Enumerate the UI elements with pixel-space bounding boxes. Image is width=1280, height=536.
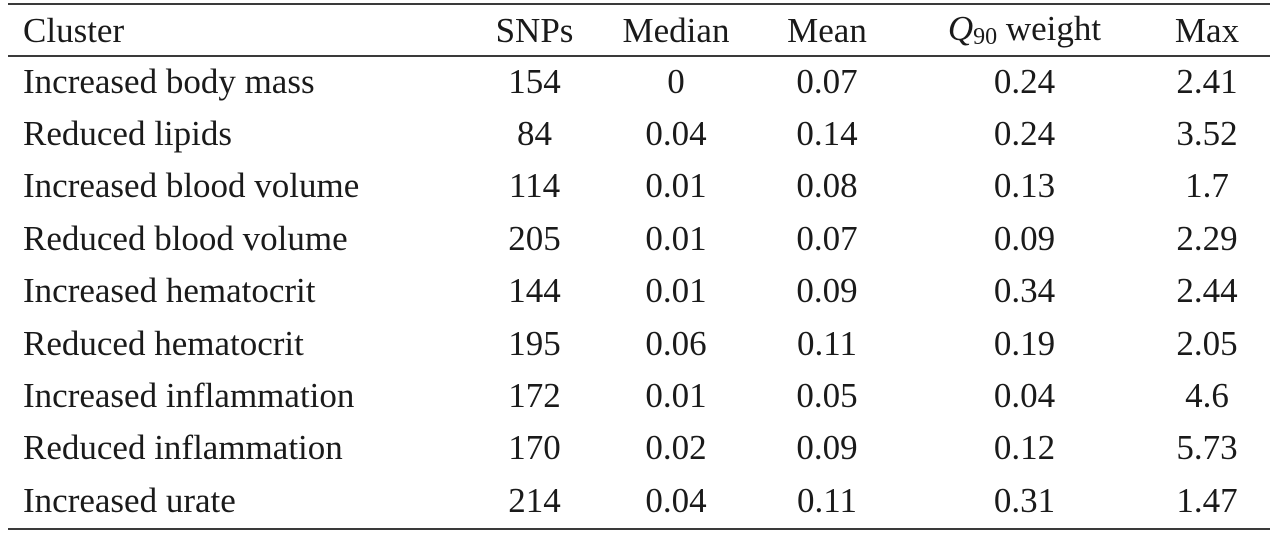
cluster-statistics-table: Cluster SNPs Median Mean Q90 weight Max … [8,5,1270,527]
table-row: Reduced hematocrit 195 0.06 0.11 0.19 2.05 [8,317,1270,369]
table-row: Increased urate 214 0.04 0.11 0.31 1.47 [8,474,1270,526]
cell-snps: 114 [508,166,561,206]
table-bottom-rule [8,528,1270,530]
cell-mean: 0.11 [797,480,857,520]
cell-median: 0.01 [645,166,707,206]
header-median: Median [622,10,730,50]
cell-median: 0 [667,61,685,101]
cell-q90-weight: 0.24 [993,114,1056,154]
header-row: Cluster SNPs Median Mean Q90 weight Max [8,5,1270,55]
cell-q90-weight: 0.04 [993,376,1056,416]
cell-snps: 195 [508,323,561,363]
cell-snps: 154 [508,61,561,101]
table-header-rule [8,55,1270,57]
cell-max: 1.7 [1185,166,1229,206]
cell-mean: 0.09 [796,271,858,311]
table-row: Increased hematocrit 144 0.01 0.09 0.34 2.44 [8,265,1270,317]
table-row: Reduced inflammation 170 0.02 0.09 0.12 5.73 [8,422,1270,474]
cell-median: 0.01 [645,376,707,416]
q90-label: weight [1005,9,1102,48]
cell-mean: 0.07 [796,61,858,101]
cell-median: 0.01 [645,271,707,311]
cell-cluster: Increased hematocrit [23,271,316,311]
q90-subscript: 90 [973,24,998,50]
cell-snps: 84 [517,114,552,154]
table-body: Increased body mass 154 0 0.07 0.24 2.41 Reduc… [8,55,1270,527]
cell-max: 2.29 [1176,218,1238,258]
cell-q90-weight: 0.13 [993,166,1056,206]
cell-q90-weight: 0.12 [993,428,1056,468]
cell-mean: 0.11 [797,323,857,363]
header-snps: SNPs [495,10,574,50]
cell-cluster: Reduced hematocrit [23,323,304,363]
cell-q90-weight: 0.34 [993,271,1056,311]
cell-mean: 0.09 [796,428,858,468]
header-q90-weight: Q90 weight [905,5,1144,55]
cell-max: 5.73 [1176,428,1238,468]
header-cluster: Cluster [23,10,125,50]
cell-median: 0.02 [645,428,707,468]
table-row: Reduced blood volume 205 0.01 0.07 0.09 2.29 [8,212,1270,264]
cell-mean: 0.14 [796,114,858,154]
cell-max: 2.44 [1176,271,1238,311]
cell-snps: 214 [508,480,561,520]
table-row: Reduced lipids 84 0.04 0.14 0.24 3.52 [8,107,1270,159]
cell-median: 0.01 [645,218,707,258]
cell-q90-weight: 0.09 [993,218,1056,258]
cell-snps: 205 [508,218,561,258]
cell-cluster: Increased body mass [23,61,315,101]
cell-q90-weight: 0.24 [993,61,1056,101]
header-mean: Mean [787,10,867,50]
cell-cluster: Reduced lipids [23,114,232,154]
cell-cluster: Reduced blood volume [23,218,348,258]
cell-max: 3.52 [1176,114,1238,154]
cell-mean: 0.07 [796,218,858,258]
q90-symbol: Q [947,9,974,48]
cell-mean: 0.05 [796,376,858,416]
cell-max: 4.6 [1185,376,1229,416]
table-row: Increased body mass 154 0 0.07 0.24 2.41 [8,55,1270,107]
cell-cluster: Increased blood volume [23,166,360,206]
cell-cluster: Increased inflammation [23,376,355,416]
cell-median: 0.04 [645,114,707,154]
cell-max: 1.47 [1176,480,1238,520]
table-row: Increased inflammation 172 0.01 0.05 0.04 4.6 [8,369,1270,421]
cell-median: 0.04 [645,480,707,520]
table-top-rule [8,3,1270,5]
table-row: Increased blood volume 114 0.01 0.08 0.13 1.7 [8,160,1270,212]
cell-max: 2.41 [1176,61,1238,101]
cell-q90-weight: 0.31 [993,480,1056,520]
cell-snps: 144 [508,271,561,311]
cell-median: 0.06 [645,323,707,363]
header-max: Max [1174,10,1240,50]
cell-cluster: Increased urate [23,480,236,520]
cell-cluster: Reduced inflammation [23,428,343,468]
table-header: Cluster SNPs Median Mean Q90 weight Max [8,5,1270,55]
cell-max: 2.05 [1176,323,1238,363]
cell-q90-weight: 0.19 [993,323,1056,363]
cell-snps: 172 [508,376,561,416]
cell-snps: 170 [508,428,561,468]
cell-mean: 0.08 [796,166,858,206]
